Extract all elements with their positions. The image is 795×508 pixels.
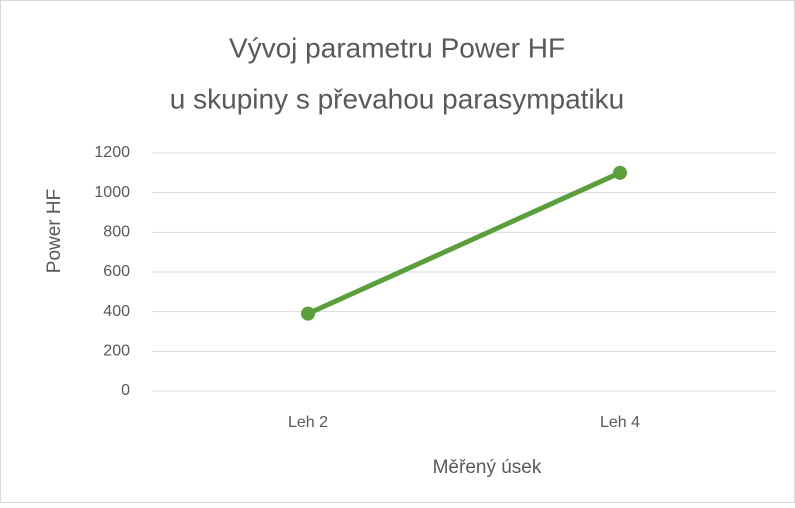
point (613, 165, 627, 180)
x-tick-label: Leh 2 (288, 414, 328, 431)
y-tick-label: 400 (103, 303, 130, 320)
y-tick-label: 1200 (94, 144, 130, 161)
y-tick-label: 600 (103, 263, 130, 280)
y-tick-label: 1000 (94, 184, 130, 201)
point (301, 306, 315, 321)
y-axis-title: Power HF (44, 189, 65, 273)
y-tick-label: 0 (121, 382, 130, 399)
x-tick-label: Leh 4 (600, 414, 640, 431)
line (305, 170, 623, 317)
x-axis-title: Měřený úsek (433, 457, 542, 478)
y-tick-label: 800 (103, 224, 130, 241)
chart-title: Vývoj parametru Power HF (229, 32, 565, 63)
y-tick-label: 200 (103, 343, 130, 360)
chart-title: u skupiny s převahou parasympatiku (170, 83, 624, 114)
